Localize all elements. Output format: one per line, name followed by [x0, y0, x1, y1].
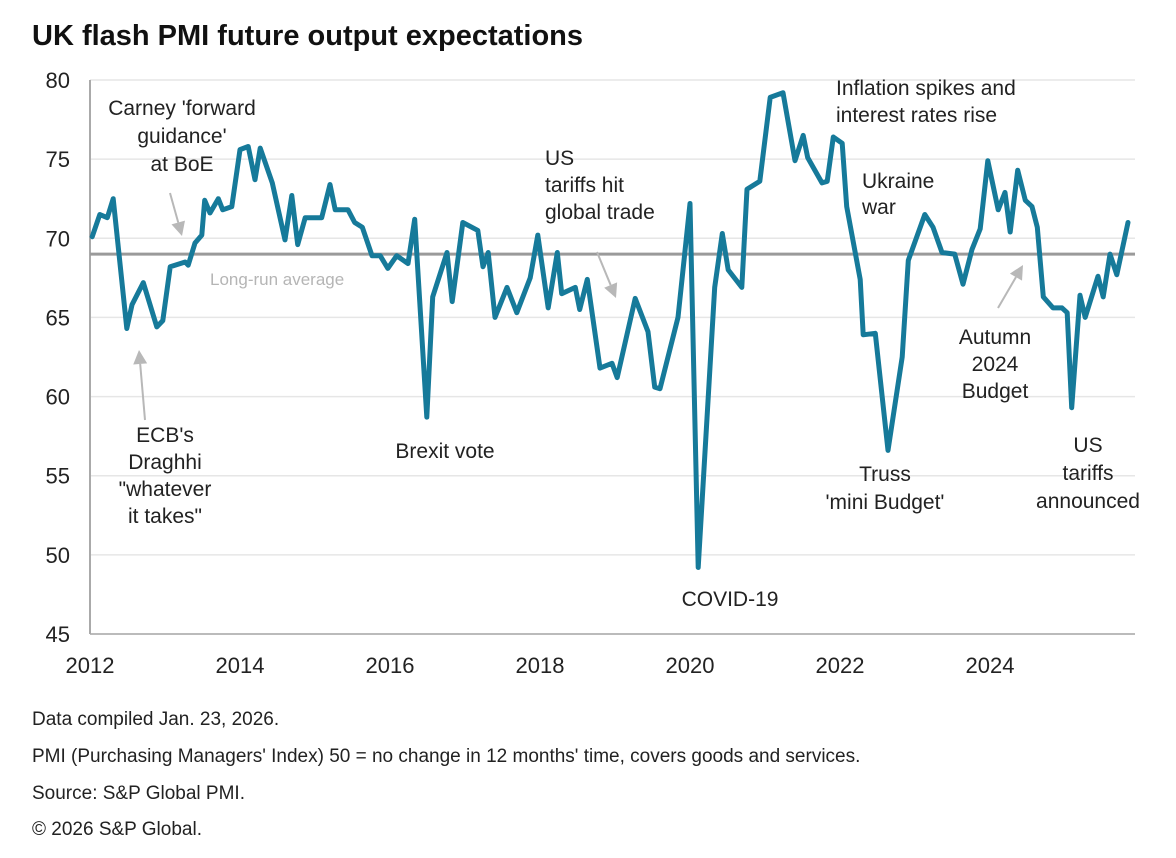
annotation-line: announced: [1036, 490, 1140, 513]
series-line: [89, 90, 1131, 570]
annotation-line: tariffs hit: [545, 174, 624, 197]
footer-copyright: © 2026 S&P Global.: [32, 819, 202, 840]
annotation-arrow: [169, 192, 180, 223]
annotation-line: tariffs: [1063, 462, 1114, 485]
arrow-head-icon: [604, 282, 618, 298]
annotation-truss: Truss 'mini Budget': [826, 463, 945, 514]
annotation-line: ECB's: [136, 424, 194, 447]
annotation-arrow: [596, 251, 612, 286]
x-tick-label: 2020: [666, 653, 715, 678]
y-tick-label: 65: [46, 305, 70, 330]
annotation-line: "whatever: [119, 478, 212, 501]
x-axis-ticks: 2012 2014 2016 2018 2020 2022 2024: [66, 653, 1015, 678]
y-tick-label: 45: [46, 622, 70, 647]
annotation-line: 'mini Budget': [826, 491, 945, 514]
annotation-line: US: [545, 147, 574, 170]
annotation-us-trade: US tariffs hit global trade: [545, 147, 655, 224]
annotation-ecb: ECB's Draghhi "whatever it takes": [119, 424, 212, 528]
y-tick-label: 50: [46, 543, 70, 568]
y-tick-label: 75: [46, 147, 70, 172]
arrow-head-icon: [133, 350, 148, 365]
annotation-line: Draghhi: [128, 451, 202, 474]
annotation-line: it takes": [128, 505, 202, 528]
footer-definition: PMI (Purchasing Managers' Index) 50 = no…: [32, 746, 860, 767]
footer: Data compiled Jan. 23, 2026. PMI (Purcha…: [32, 709, 860, 840]
annotations: Carney 'forward guidance' at BoE ECB's Dragh…: [108, 77, 1140, 611]
y-tick-label: 70: [46, 226, 70, 251]
annotation-arrows: [133, 192, 1023, 421]
annotation-line: Budget: [962, 380, 1029, 403]
annotation-inflation: Inflation spikes and interest rates rise: [836, 77, 1016, 127]
annotation-ukraine: Ukraine war: [861, 170, 934, 219]
footer-date: Data compiled Jan. 23, 2026.: [32, 709, 279, 730]
x-tick-label: 2016: [366, 653, 415, 678]
annotation-line: Inflation spikes and: [836, 77, 1016, 100]
y-tick-label: 55: [46, 464, 70, 489]
annotation-line: war: [861, 196, 896, 219]
x-tick-label: 2024: [966, 653, 1015, 678]
y-tick-label: 80: [46, 68, 70, 93]
annotation-line: interest rates rise: [836, 104, 997, 127]
x-tick-label: 2014: [216, 653, 265, 678]
annotation-carney: Carney 'forward guidance' at BoE: [108, 97, 256, 176]
long-run-average-label: Long-run average: [210, 270, 344, 289]
annotation-line: guidance': [137, 125, 226, 148]
annotation-line: Brexit vote: [395, 440, 494, 463]
chart-title: UK flash PMI future output expectations: [32, 20, 583, 52]
annotation-line: global trade: [545, 201, 655, 224]
annotation-line: Truss: [859, 463, 911, 486]
annotation-us-tariffs: US tariffs announced: [1036, 434, 1140, 513]
annotation-line: at BoE: [150, 153, 213, 176]
annotation-line: 2024: [972, 353, 1019, 376]
annotation-line: COVID-19: [682, 588, 779, 611]
annotation-arrow: [139, 363, 146, 421]
annotation-autumn: Autumn 2024 Budget: [959, 326, 1031, 403]
annotation-arrow: [997, 276, 1017, 309]
arrow-head-icon: [1009, 265, 1023, 281]
y-axis-ticks: 45 50 55 60 65 70 75 80: [46, 68, 70, 647]
annotation-line: Autumn: [959, 326, 1031, 349]
y-tick-label: 60: [46, 385, 70, 410]
x-tick-label: 2022: [816, 653, 865, 678]
x-tick-label: 2012: [66, 653, 115, 678]
annotation-line: US: [1073, 434, 1102, 457]
annotation-line: Ukraine: [862, 170, 934, 193]
arrow-head-icon: [171, 220, 185, 236]
annotation-covid: COVID-19: [682, 588, 779, 611]
footer-source: Source: S&P Global PMI.: [32, 783, 245, 804]
x-tick-label: 2018: [516, 653, 565, 678]
annotation-brexit: Brexit vote: [395, 440, 494, 463]
annotation-line: Carney 'forward: [108, 97, 256, 120]
